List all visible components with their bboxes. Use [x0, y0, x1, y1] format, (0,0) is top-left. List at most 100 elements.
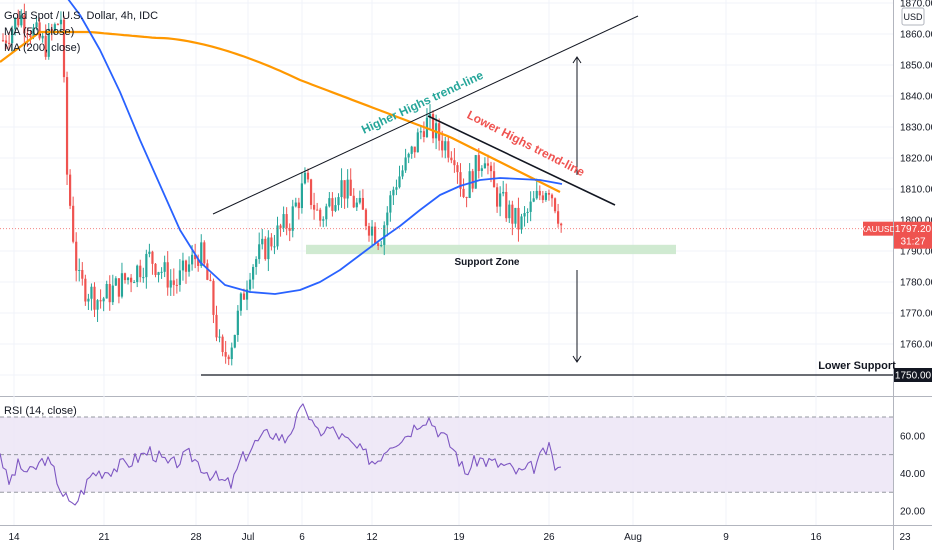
candle-body [407, 153, 410, 158]
candles [1, 3, 563, 366]
candle-body [270, 237, 273, 247]
candle-body [413, 146, 416, 153]
candle-body [300, 183, 303, 209]
candle-body [206, 263, 209, 280]
time-tick-label: 26 [543, 532, 555, 543]
candle-body [313, 204, 316, 210]
candle-body [133, 282, 136, 284]
candle-body [44, 35, 47, 57]
candle-body [334, 205, 337, 211]
candle-body [126, 277, 130, 281]
candle-body [4, 40, 8, 43]
rsi-line [0, 403, 562, 506]
candle-body [62, 19, 66, 78]
price-tick-label: 1850.00 [900, 61, 932, 72]
candle-body [212, 280, 215, 315]
candle-body [297, 202, 300, 209]
candle-body [401, 170, 404, 177]
candle-body [17, 18, 20, 26]
candle-body [194, 254, 197, 260]
candle-body [175, 284, 178, 286]
candle-body [276, 225, 279, 247]
candle-body [172, 280, 175, 285]
price-tick-label: 1770.00 [900, 309, 932, 320]
candle-body [489, 165, 493, 172]
candle-body [75, 241, 78, 271]
candle-body [380, 244, 383, 246]
candle-body [340, 180, 343, 198]
candle-body [23, 15, 26, 34]
candle-body [151, 251, 154, 264]
candle-body [191, 254, 194, 265]
last-price-text: 1797.20 [895, 224, 932, 235]
candle-body [267, 237, 270, 260]
candle-body [511, 204, 514, 224]
candle-body [105, 284, 108, 299]
projection-arrow-up-head [572, 56, 582, 64]
candle-body [154, 263, 157, 275]
candle-body [108, 284, 111, 303]
candle-body [355, 202, 358, 208]
ma50-legend: MA (50, close) [4, 26, 75, 38]
candle-body [288, 228, 291, 231]
candle-body [252, 266, 255, 280]
candle-body [428, 113, 432, 118]
candle-body [303, 172, 307, 184]
symbol-title: Gold Spot / U.S. Dollar, 4h, IDC [4, 10, 159, 22]
candle-body [258, 244, 261, 260]
price-tick-label: 1820.00 [900, 154, 932, 165]
candle-body [419, 131, 422, 133]
candle-body [395, 187, 398, 190]
candle-body [462, 188, 465, 197]
candle-body [230, 347, 233, 360]
candle-body [215, 314, 218, 338]
candle-body [169, 280, 172, 288]
candle-body [550, 194, 554, 199]
candle-body [541, 195, 544, 200]
candle-body [508, 204, 511, 219]
candle-body [465, 196, 468, 198]
candle-body [322, 219, 325, 221]
price-tick-label: 1800.00 [900, 216, 932, 227]
candle-body [99, 300, 102, 302]
candle-body [431, 113, 435, 139]
candle-body [377, 243, 380, 246]
candle-body [364, 209, 368, 227]
candle-body [47, 28, 50, 57]
candle-body [139, 265, 142, 278]
candle-body [203, 242, 206, 264]
candle-body [224, 352, 227, 357]
time-tick-label: 28 [190, 532, 202, 543]
support-zone-rect [306, 244, 676, 255]
candle-body [148, 251, 151, 254]
ma50-line [67, 0, 563, 295]
candle-body [32, 27, 35, 38]
candle-body [447, 141, 450, 158]
candle-body [404, 157, 407, 171]
candle-body [130, 277, 133, 283]
candle-body [358, 197, 361, 203]
candle-body [69, 174, 72, 206]
candle-body [72, 205, 75, 242]
candle-body [255, 259, 258, 267]
candle-body [361, 197, 364, 210]
candle-body [264, 238, 267, 260]
candle-body [78, 269, 81, 271]
candle-body [145, 253, 148, 278]
candle-body [453, 160, 456, 166]
time-tick-label: 23 [899, 532, 911, 543]
candle-body [102, 298, 105, 302]
currency-box [901, 7, 925, 26]
candle-body [514, 207, 517, 224]
candle-body [184, 260, 188, 272]
candle-body [450, 157, 453, 161]
price-tick-label: 1790.00 [900, 247, 932, 258]
candle-body [505, 191, 508, 219]
candle-body [273, 246, 276, 248]
candle-body [486, 163, 490, 166]
candle-body [142, 277, 145, 279]
rsi-tick-label: 60.00 [900, 431, 925, 442]
support-zone-label: Support Zone [455, 257, 520, 268]
